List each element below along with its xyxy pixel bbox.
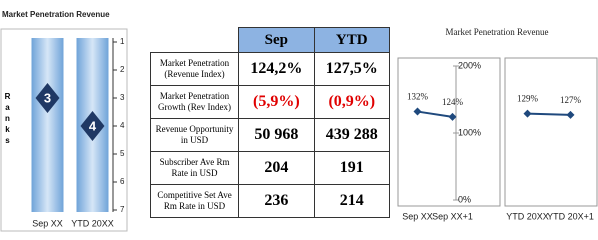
y-tick-label: 2 bbox=[120, 65, 125, 74]
x-tick-label: YTD 20X+1 bbox=[547, 211, 594, 221]
data-label: 129% bbox=[517, 94, 539, 104]
row-label: Competitive Set Ave Rm Rate in USD bbox=[149, 184, 240, 218]
y-tick-label: 200% bbox=[458, 60, 481, 70]
cell-value: 191 bbox=[313, 151, 391, 185]
point bbox=[413, 107, 422, 116]
line-frame bbox=[504, 57, 598, 207]
rank-marker bbox=[35, 83, 60, 113]
cell-value: 50 968 bbox=[238, 118, 315, 152]
x-tick-label: YTD 20XX bbox=[71, 218, 114, 228]
data-label: 124% bbox=[442, 97, 464, 107]
header-row: Sep YTD bbox=[150, 27, 391, 53]
table-row: Subscriber Ave Rm Rate in USD 204 191 bbox=[149, 151, 391, 185]
x-tick-label: Sep XX bbox=[32, 218, 63, 228]
column-header: Sep bbox=[238, 27, 315, 53]
x-tick-label: Sep XX bbox=[402, 211, 433, 221]
y-tick-label: 100% bbox=[458, 127, 481, 137]
line-frame bbox=[397, 57, 501, 207]
row-label: Market Penetration Growth (Rev Index) bbox=[149, 85, 240, 119]
column-header: YTD bbox=[313, 27, 391, 53]
y-tick-label: 5 bbox=[120, 149, 125, 158]
y-tick-label: 3 bbox=[120, 93, 125, 102]
cell-value: 204 bbox=[238, 151, 315, 185]
y-axis-label: Ranks bbox=[3, 92, 12, 147]
column-background bbox=[31, 38, 64, 212]
cell-value: 236 bbox=[238, 184, 315, 218]
table-row: Market Penetration Growth (Rev Index) (5,… bbox=[149, 85, 391, 119]
data-label: 132% bbox=[407, 92, 429, 102]
x-tick-label: YTD 20XX bbox=[506, 211, 549, 221]
rank-marker bbox=[80, 111, 105, 141]
row-label: Market Penetration (Revenue Index) bbox=[149, 52, 240, 86]
table-row: Competitive Set Ave Rm Rate in USD 236 214 bbox=[149, 184, 391, 218]
y-tick-label: 4 bbox=[120, 121, 125, 130]
cell-value: (0,9%) bbox=[313, 85, 391, 119]
rank-frame bbox=[0, 28, 128, 232]
point bbox=[523, 109, 532, 118]
row-label: Revenue Opportunity in USD bbox=[149, 118, 240, 152]
line bbox=[417, 110, 453, 118]
chart-title: Market Penetration Revenue bbox=[2, 10, 110, 19]
kpi-table: Sep YTD Market Penetration (Revenue Inde… bbox=[149, 27, 391, 218]
cell-value: 439 288 bbox=[313, 118, 391, 152]
corner-cell bbox=[150, 27, 240, 53]
y-tick-label: 6 bbox=[120, 177, 125, 186]
point bbox=[448, 112, 457, 121]
cell-value: 124,2% bbox=[238, 52, 315, 86]
dashboard: Market Penetration Revenue Market Penetr… bbox=[0, 10, 598, 232]
cell-value: 127,5% bbox=[313, 52, 391, 86]
table-row: Revenue Opportunity in USD 50 968 439 288 bbox=[149, 118, 391, 152]
data-label: 4 bbox=[89, 118, 97, 133]
x-tick-label: Sep XX+1 bbox=[432, 211, 473, 221]
cell-value: 214 bbox=[313, 184, 391, 218]
row-label: Subscriber Ave Rm Rate in USD bbox=[149, 151, 240, 185]
table-row: Market Penetration (Revenue Index) 124,2%… bbox=[149, 52, 391, 86]
line bbox=[527, 112, 571, 116]
data-label: 127% bbox=[560, 95, 582, 105]
cell-value: (5,9%) bbox=[238, 85, 315, 119]
chart-title: Market Penetration Revenue bbox=[446, 27, 549, 37]
y-tick-label: 0% bbox=[458, 194, 471, 204]
charts: Market Penetration Revenue Market Penetr… bbox=[0, 10, 598, 232]
data-label: 3 bbox=[44, 90, 51, 105]
y-tick-label: 1 bbox=[120, 37, 125, 46]
y-tick-label: 7 bbox=[120, 205, 125, 214]
point bbox=[566, 110, 575, 119]
